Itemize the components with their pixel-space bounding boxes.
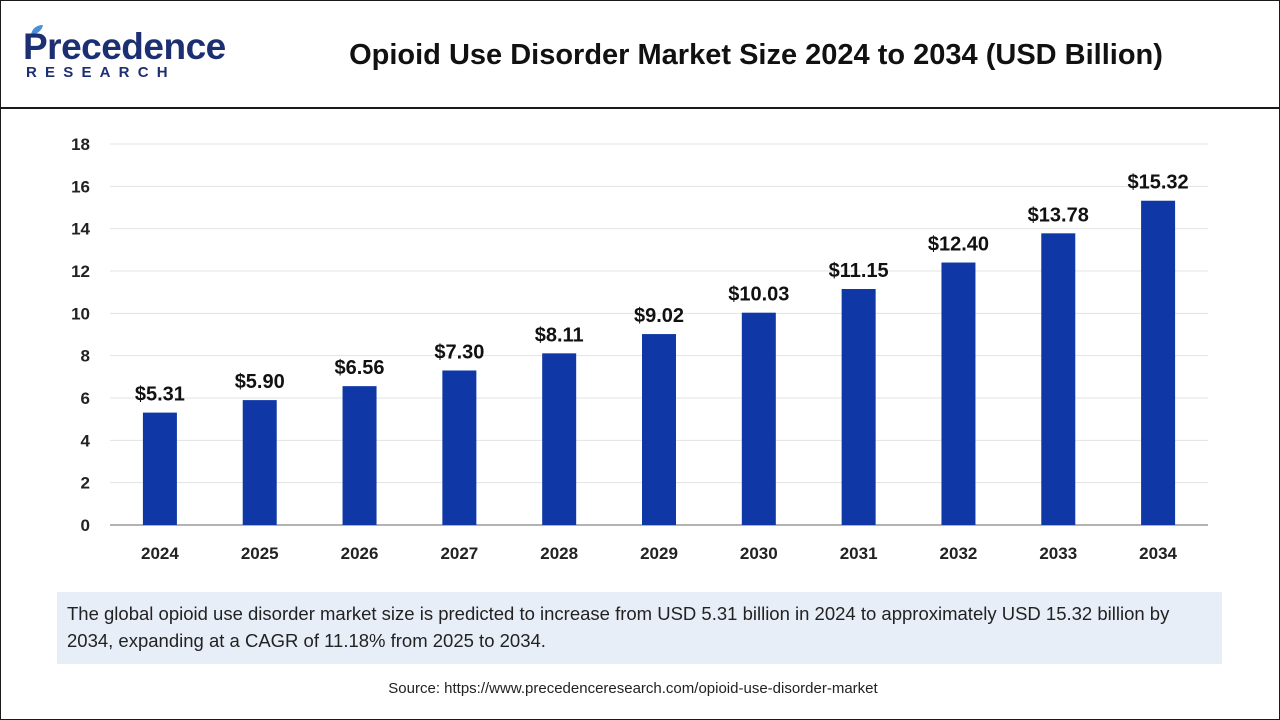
data-label: $12.40 <box>928 234 989 256</box>
data-label: $9.02 <box>634 305 684 327</box>
x-tick-label: 2028 <box>540 544 578 563</box>
data-label: $6.56 <box>335 357 385 379</box>
data-label: $11.15 <box>829 260 889 282</box>
header: Precedence RESEARCH Opioid Use Disorder … <box>1 1 1279 109</box>
chart-caption: The global opioid use disorder market si… <box>57 592 1222 664</box>
x-tick-label: 2025 <box>241 544 279 563</box>
x-tick-label: 2031 <box>840 544 878 563</box>
page-title: Opioid Use Disorder Market Size 2024 to … <box>349 39 1163 71</box>
bar <box>741 312 776 525</box>
y-tick-label: 16 <box>71 177 90 196</box>
brand-logo: Precedence RESEARCH <box>23 25 226 83</box>
bar <box>1041 233 1076 525</box>
y-tick-label: 0 <box>81 516 90 535</box>
data-label: $13.78 <box>1028 204 1089 226</box>
x-tick-label: 2029 <box>640 544 678 563</box>
bar <box>941 262 976 525</box>
x-tick-label: 2024 <box>141 544 179 563</box>
y-tick-label: 2 <box>81 474 90 493</box>
y-tick-label: 18 <box>71 135 90 154</box>
bar <box>242 400 277 525</box>
bar <box>142 412 177 525</box>
chart-canvas: 0 2 4 6 8 10 12 14 16 18 $5.31 2024 $5.90 2025 $6.56 20… <box>71 135 1208 563</box>
source-note: Source: https://www.precedenceresearch.c… <box>388 680 878 697</box>
data-label: $15.32 <box>1128 172 1189 194</box>
x-tick-label: 2033 <box>1039 544 1077 563</box>
bar <box>542 353 577 525</box>
x-tick-label: 2030 <box>740 544 778 563</box>
x-tick-label: 2027 <box>440 544 478 563</box>
bar <box>342 386 377 525</box>
bar <box>642 334 676 525</box>
x-tick-label: 2026 <box>341 544 379 563</box>
data-label: $5.90 <box>235 371 285 393</box>
leaf-icon <box>31 25 43 35</box>
bar-chart: 0 2 4 6 8 10 12 14 16 18 $5.31 2024 $5.90 2025 $6.56 20… <box>0 108 1280 578</box>
bar <box>841 288 876 525</box>
brand-name-bottom: RESEARCH <box>26 64 176 81</box>
y-tick-label: 8 <box>81 347 90 366</box>
caption-text: The global opioid use disorder market si… <box>67 603 1170 651</box>
data-label: $7.30 <box>434 341 484 363</box>
brand-name-top: Precedence <box>23 26 226 67</box>
x-tick-label: 2034 <box>1139 544 1177 563</box>
x-tick-label: 2032 <box>940 544 978 563</box>
y-tick-label: 6 <box>81 389 90 408</box>
y-tick-label: 12 <box>71 262 90 281</box>
y-tick-label: 4 <box>81 431 91 450</box>
y-tick-label: 14 <box>71 220 90 239</box>
bar <box>1141 200 1176 525</box>
data-label: $10.03 <box>728 284 789 306</box>
data-label: $5.31 <box>135 384 185 406</box>
y-tick-label: 10 <box>71 304 90 323</box>
bar <box>442 370 477 525</box>
data-label: $8.11 <box>535 324 584 346</box>
